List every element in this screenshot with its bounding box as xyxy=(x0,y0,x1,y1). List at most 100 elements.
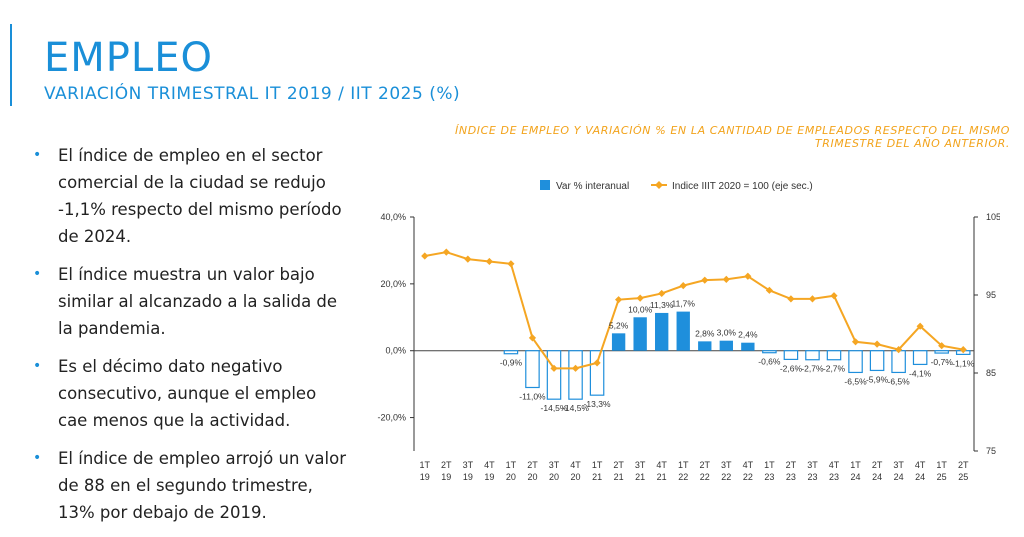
bar-data-label: -5,9% xyxy=(866,374,889,384)
x-tick-label-quarter: 3T xyxy=(721,460,732,470)
bar-data-label: -1,1% xyxy=(952,358,975,368)
x-tick-label-year: 23 xyxy=(829,472,839,482)
bar-data-label: 5,2% xyxy=(609,320,629,330)
bar-data-label: 11,3% xyxy=(650,300,674,310)
x-tick-label-year: 25 xyxy=(937,472,947,482)
y-right-tick-label: 105 xyxy=(986,212,1000,222)
bar xyxy=(826,350,842,361)
bar xyxy=(611,333,626,351)
bar xyxy=(525,350,540,389)
x-tick-label-year: 24 xyxy=(851,472,861,482)
index-point xyxy=(722,275,730,283)
bar-data-label: -0,9% xyxy=(500,358,523,368)
bar xyxy=(589,350,605,396)
index-point xyxy=(851,338,860,346)
x-tick-label-year: 24 xyxy=(872,472,882,482)
index-point xyxy=(421,252,429,260)
bar xyxy=(676,311,690,351)
employment-chart: -20,0% 0,0% 20,0% 40,0% 75 85 95 105 1T 19 2T 19 3T 1… xyxy=(377,180,1000,482)
x-tick-label-year: 20 xyxy=(571,472,581,482)
bar-data-label: -2,7% xyxy=(801,364,824,374)
bar-data-label: -14,5% xyxy=(562,403,589,413)
index-point xyxy=(830,292,838,300)
x-tick-label-quarter: 1T xyxy=(764,460,775,470)
bullet-item: • Es el décimo dato negativo consecutivo,… xyxy=(28,353,348,434)
index-point xyxy=(787,295,795,303)
x-tick-label-year: 24 xyxy=(894,472,904,482)
index-line xyxy=(424,251,964,370)
bar xyxy=(741,342,755,351)
x-tick-label-quarter: 3T xyxy=(549,460,560,470)
bar xyxy=(568,350,583,400)
bar-data-label: -14,5% xyxy=(541,403,568,413)
x-tick-label-year: 21 xyxy=(592,472,602,482)
bullet-item: • El índice de empleo en el sector comerc… xyxy=(28,142,348,250)
x-tick-label-quarter: 2T xyxy=(700,460,711,470)
x-tick-label-quarter: 3T xyxy=(893,460,904,470)
legend-bar-swatch xyxy=(540,180,550,190)
x-tick-label-quarter: 2T xyxy=(527,460,538,470)
x-tick-label-quarter: 4T xyxy=(743,460,754,470)
x-tick-label-quarter: 3T xyxy=(635,460,646,470)
bar-data-label: -4,1% xyxy=(909,368,932,378)
bullet-text: El índice de empleo en el sector comerci… xyxy=(58,146,342,246)
bar-data-label: -6,5% xyxy=(888,376,911,386)
legend-line-label: Indice IIIT 2020 = 100 (eje sec.) xyxy=(672,181,813,192)
bar-data-label: -0,7% xyxy=(931,357,954,367)
index-point xyxy=(442,248,450,256)
index-point xyxy=(636,294,644,302)
x-tick-label-year: 20 xyxy=(506,472,516,482)
x-tick-label-quarter: 1T xyxy=(592,460,603,470)
y-right-tick-label: 75 xyxy=(986,446,996,456)
index-point xyxy=(550,364,558,372)
x-tick-label-year: 21 xyxy=(614,472,624,482)
x-tick-label-quarter: 2T xyxy=(613,460,624,470)
x-tick-label-year: 19 xyxy=(441,472,451,482)
bar-data-label: 11,7% xyxy=(671,299,695,309)
index-point xyxy=(485,257,493,266)
bar-data-label: -2,6% xyxy=(780,363,803,373)
x-tick-label-quarter: 1T xyxy=(678,460,689,470)
x-tick-label-quarter: 4T xyxy=(484,460,495,470)
y-right-tick-label: 85 xyxy=(986,368,996,378)
y-left-tick-label: -20,0% xyxy=(377,413,406,423)
x-tick-label-year: 25 xyxy=(958,472,968,482)
x-tick-label-year: 20 xyxy=(527,472,537,482)
bar xyxy=(805,350,820,361)
bullet-text: El índice muestra un valor bajo similar … xyxy=(58,265,338,338)
y-left-tick-label: 0,0% xyxy=(385,346,406,356)
bar-data-label: 10,0% xyxy=(628,304,653,314)
x-tick-label-year: 21 xyxy=(657,472,667,482)
bullet-dot-icon: • xyxy=(33,450,42,466)
bar xyxy=(633,317,647,351)
x-tick-label-quarter: 3T xyxy=(463,460,474,470)
y-left-tick-label: 20,0% xyxy=(380,279,406,289)
bar xyxy=(698,341,712,351)
x-tick-label-year: 22 xyxy=(721,472,731,482)
bar-data-label: 3,0% xyxy=(717,328,737,338)
bar-data-label: 2,8% xyxy=(695,328,715,338)
bar-data-label: 2,4% xyxy=(738,330,758,340)
bar xyxy=(546,350,562,400)
bullet-text: Es el décimo dato negativo consecutivo, … xyxy=(58,357,317,430)
bar xyxy=(783,350,799,361)
chart-title: ÍNDICE DE EMPLEO Y VARIACIÓN % EN LA CAN… xyxy=(455,124,1010,150)
bar xyxy=(762,350,777,354)
x-tick-label-quarter: 1T xyxy=(506,460,517,470)
index-point xyxy=(873,340,881,348)
x-tick-label-quarter: 1T xyxy=(850,460,861,470)
index-point xyxy=(701,276,709,284)
x-tick-label-quarter: 2T xyxy=(441,460,452,470)
y-right-tick-label: 95 xyxy=(986,290,996,300)
bullet-dot-icon: • xyxy=(33,147,42,163)
x-tick-label-year: 24 xyxy=(915,472,925,482)
bar xyxy=(655,312,669,351)
x-tick-label-year: 20 xyxy=(549,472,559,482)
bar xyxy=(503,350,519,355)
x-tick-label-year: 23 xyxy=(807,472,817,482)
page-subtitle: VARIACIÓN TRIMESTRAL IT 2019 / IIT 2025 … xyxy=(44,84,461,104)
bullet-dot-icon: • xyxy=(33,358,42,374)
bullet-dot-icon: • xyxy=(33,266,42,282)
index-point xyxy=(938,342,946,350)
legend-line-marker xyxy=(655,181,663,189)
